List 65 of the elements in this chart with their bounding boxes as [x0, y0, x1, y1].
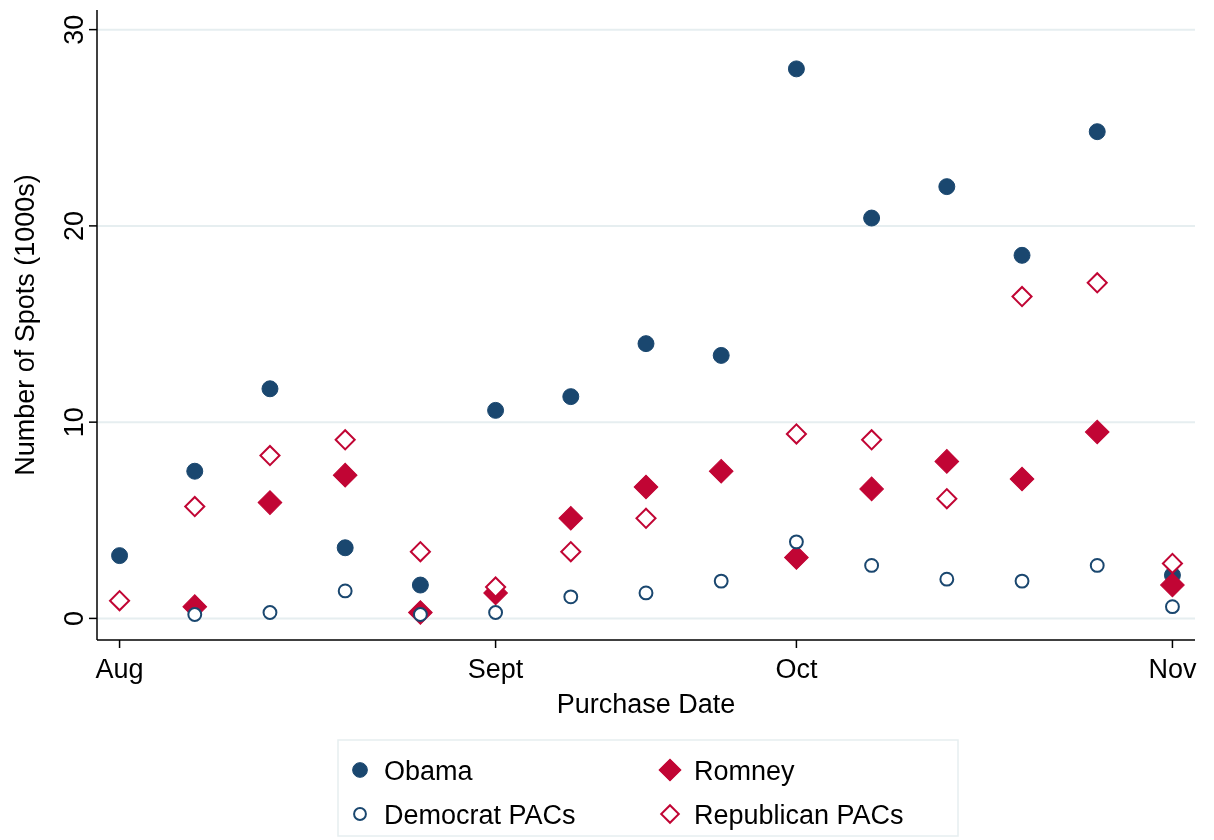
point [713, 573, 729, 589]
point [1161, 552, 1183, 574]
point [1084, 419, 1110, 445]
point [1165, 599, 1180, 615]
point [1009, 466, 1035, 492]
point [184, 496, 206, 518]
point [261, 380, 279, 398]
point [936, 488, 958, 510]
y-tick-label: 20 [59, 210, 89, 241]
point [939, 571, 955, 587]
x-tick-label: Oct [775, 654, 818, 684]
point [563, 589, 579, 605]
point [111, 547, 129, 565]
point [785, 423, 807, 445]
point [787, 60, 805, 78]
point [262, 605, 278, 620]
point [864, 558, 880, 573]
point [560, 541, 582, 563]
point [334, 429, 356, 451]
point [938, 178, 956, 196]
point [562, 388, 580, 406]
point [1086, 272, 1108, 294]
legend-label: Romney [694, 756, 796, 786]
legend-label: Obama [384, 756, 474, 786]
point [257, 490, 283, 515]
point [1013, 246, 1031, 264]
legend-label: Democrat PACs [384, 800, 576, 830]
point [336, 539, 354, 557]
point [186, 462, 204, 480]
point [337, 583, 353, 599]
point [409, 541, 431, 563]
point [1011, 286, 1033, 308]
x-tick-label: Aug [95, 654, 144, 684]
point [558, 505, 584, 531]
point [109, 590, 131, 612]
point [485, 576, 507, 598]
point [259, 444, 281, 467]
point [859, 476, 884, 502]
point [1014, 573, 1030, 589]
point [332, 462, 358, 488]
point [187, 607, 203, 622]
point [637, 335, 655, 353]
y-tick-label: 10 [59, 407, 89, 438]
point [1089, 558, 1105, 573]
point [863, 209, 881, 227]
point [635, 507, 657, 529]
point [708, 458, 734, 484]
x-axis-title: Purchase Date [556, 689, 736, 719]
y-tick-label: 30 [59, 14, 89, 45]
y-axis-title: Number of Spots (1000s) [10, 174, 40, 476]
point [411, 576, 429, 594]
point [861, 429, 883, 451]
point [633, 474, 659, 500]
point [638, 585, 654, 601]
point [488, 605, 504, 620]
point [788, 534, 804, 550]
y-tick-label: 0 [59, 610, 89, 626]
point [1160, 572, 1185, 598]
legend-label: Republican PACs [694, 800, 904, 830]
x-tick-label: Sept [467, 654, 524, 684]
point [712, 346, 730, 364]
point [1088, 123, 1106, 141]
point [934, 449, 960, 474]
x-tick-label: Nov [1148, 654, 1197, 684]
point [487, 401, 505, 419]
